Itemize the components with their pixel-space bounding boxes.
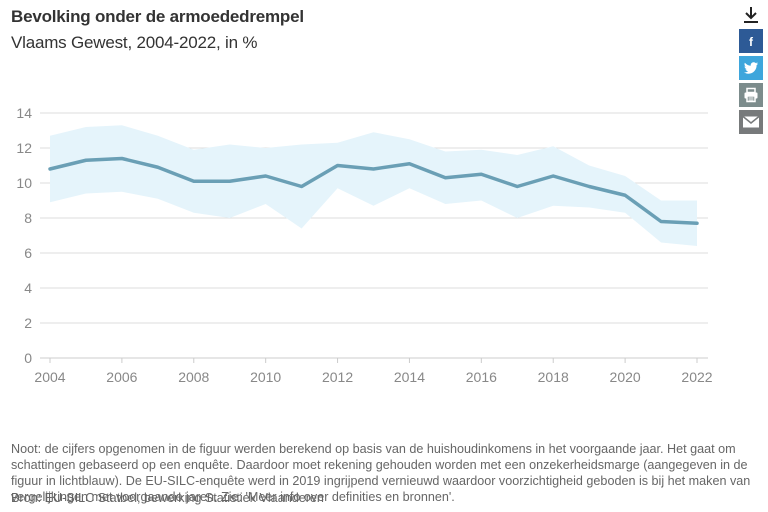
- footnote: Noot: de cijfers opgenomen in de figuur …: [11, 442, 751, 504]
- mail-share-button[interactable]: [739, 110, 763, 134]
- twitter-share-button[interactable]: [739, 56, 763, 80]
- x-tick-label: 2022: [681, 369, 712, 385]
- print-button[interactable]: [739, 83, 763, 107]
- x-axis: [40, 357, 708, 363]
- uncertainty-band: [50, 125, 697, 246]
- x-tick-label: 2008: [178, 369, 209, 385]
- y-tick-label: 0: [24, 350, 32, 366]
- facebook-share-button[interactable]: f: [739, 29, 763, 53]
- download-button[interactable]: [739, 5, 763, 25]
- x-tick-label: 2012: [322, 369, 353, 385]
- y-tick-label: 2: [24, 315, 32, 331]
- y-tick-label: 6: [24, 245, 32, 261]
- x-tick-label: 2010: [250, 369, 281, 385]
- svg-text:f: f: [749, 35, 754, 48]
- print-icon: [744, 87, 758, 103]
- chart-title: Bevolking onder de armoededrempel: [11, 7, 304, 26]
- x-tick-label: 2004: [34, 369, 65, 385]
- source-note: Bron: EU-SILC Statbel, bewerking Statist…: [11, 491, 324, 505]
- y-axis-tick-labels: 0 2 4 6 8 10 12 14: [16, 105, 32, 366]
- x-tick-label: 2020: [610, 369, 641, 385]
- x-axis-tick-labels: 2004 2006 2008 2010 2012 2014 2016 2018 2020 2022: [34, 369, 712, 385]
- x-tick-label: 2014: [394, 369, 425, 385]
- x-tick-label: 2018: [538, 369, 569, 385]
- y-tick-label: 4: [24, 280, 32, 296]
- y-tick-label: 12: [16, 140, 32, 156]
- facebook-icon: f: [749, 35, 754, 48]
- y-tick-label: 14: [16, 105, 32, 121]
- y-tick-label: 8: [24, 210, 32, 226]
- line-chart: 0 2 4 6 8 10 12 14 2004 2006 2008 2010 2012 2014 2016…: [16, 105, 712, 385]
- x-tick-label: 2016: [466, 369, 497, 385]
- x-tick-label: 2006: [106, 369, 137, 385]
- y-tick-label: 10: [16, 175, 32, 191]
- series-line-layer: [48, 156, 699, 225]
- share-toolbar: f: [739, 5, 763, 137]
- chart-subtitle: Vlaams Gewest, 2004-2022, in %: [11, 33, 258, 52]
- download-icon: [744, 7, 758, 23]
- twitter-icon: [744, 62, 758, 74]
- mail-icon: [742, 115, 760, 128]
- uncertainty-band-layer: [50, 125, 697, 246]
